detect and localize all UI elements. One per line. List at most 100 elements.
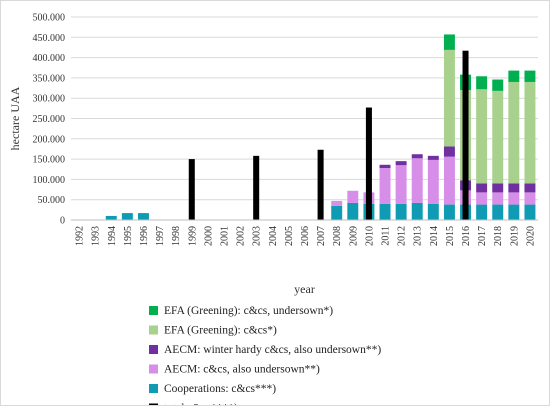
legend-swatch xyxy=(149,345,158,354)
y-tick-label: 350.000 xyxy=(33,73,66,84)
y-tick-label: 300.000 xyxy=(33,94,66,105)
x-tick-label: 1999 xyxy=(187,226,198,246)
x-tick-label: 2016 xyxy=(461,226,472,246)
bar-segment xyxy=(395,161,407,166)
x-tick-label: 2017 xyxy=(477,226,488,246)
total-bar xyxy=(365,107,372,220)
bar-segment xyxy=(379,203,391,220)
legend-label: EFA (Greening): c&cs*) xyxy=(164,325,277,337)
bar-segment xyxy=(331,200,343,206)
bar-segment xyxy=(443,49,455,147)
bar-segment xyxy=(476,192,488,205)
x-tick-label: 2013 xyxy=(413,226,424,246)
bar-segment xyxy=(137,213,149,220)
y-tick-label: 450.000 xyxy=(33,33,66,44)
bar-segment xyxy=(492,79,504,91)
legend-label: AECM: c&cs, also undersown**) xyxy=(164,364,320,376)
bar-segment xyxy=(524,183,536,193)
legend-label: total c&cs****) xyxy=(164,403,238,406)
legend-swatch xyxy=(149,325,158,335)
bar-segment xyxy=(379,164,391,169)
x-tick-label: 1997 xyxy=(155,226,166,246)
bar-segment xyxy=(508,183,520,193)
total-bar xyxy=(317,149,324,220)
legend-label: AECM: winter hardy c&cs, also undersown*… xyxy=(164,344,381,356)
bar-segment xyxy=(476,89,488,184)
legend-swatch xyxy=(149,384,158,393)
y-tick-label: 150.000 xyxy=(33,155,66,166)
bar-segment xyxy=(427,159,439,204)
total-bars xyxy=(188,50,469,221)
bar-segment xyxy=(524,192,536,205)
axes: 0 50.000 100.000 150.000 200.000 250.000 300.0… xyxy=(33,13,538,246)
total-bar xyxy=(462,50,469,221)
x-tick-label: 2019 xyxy=(509,226,520,246)
bar-segment xyxy=(508,81,520,184)
x-axis-title: year xyxy=(294,282,315,296)
bar-segment xyxy=(105,215,117,220)
x-tick-label: 2012 xyxy=(397,226,408,246)
y-tick-label: 50.000 xyxy=(38,195,66,206)
x-tick-label: 2000 xyxy=(203,226,214,246)
y-tick-label: 400.000 xyxy=(33,53,66,64)
bar-segment xyxy=(427,203,439,220)
x-tick-label: 2014 xyxy=(429,226,440,246)
x-tick-label: 2015 xyxy=(445,226,456,246)
x-tick-label: 2011 xyxy=(381,226,392,246)
legend-swatch xyxy=(149,403,158,405)
bar-segment xyxy=(411,202,423,220)
x-tick-label: 1994 xyxy=(107,226,118,246)
bar-segment xyxy=(395,165,407,204)
legend-swatch xyxy=(149,364,158,374)
bar-segment xyxy=(524,70,536,82)
bar-segment xyxy=(121,213,133,220)
legend-label: EFA (Greening): c&cs, undersown*) xyxy=(164,305,333,317)
bar-segment xyxy=(492,90,504,184)
x-tick-label: 2008 xyxy=(332,226,343,246)
legend-swatch xyxy=(149,306,158,315)
bar-segment xyxy=(508,70,520,82)
x-tick-label: 2004 xyxy=(268,226,279,246)
gridlines xyxy=(71,16,538,221)
bar-segment xyxy=(524,81,536,184)
x-tick-label: 1993 xyxy=(91,226,102,246)
bar-segment xyxy=(443,204,455,220)
bar-segment xyxy=(492,204,504,220)
legend-label: Cooperations: c&cs***) xyxy=(164,383,276,395)
x-tick-label: 1996 xyxy=(139,226,150,246)
bar-segment xyxy=(476,204,488,220)
bar-segment xyxy=(524,204,536,220)
x-tick-label: 2018 xyxy=(493,226,504,246)
bar-segment xyxy=(492,192,504,205)
x-tick-label: 2009 xyxy=(348,226,359,246)
bar-segment xyxy=(427,155,439,160)
bar-segment xyxy=(508,192,520,205)
x-tick-label: 1998 xyxy=(171,226,182,246)
bar-segment xyxy=(347,202,359,220)
y-axis-title: hectare UAA xyxy=(8,86,22,150)
x-tick-label: 2001 xyxy=(219,226,230,246)
bar-segment xyxy=(443,156,455,205)
legend: EFA (Greening): c&cs, undersown*) EFA (Gr… xyxy=(149,305,381,405)
y-tick-label: 100.000 xyxy=(33,175,66,186)
x-tick-label: 2003 xyxy=(252,226,263,246)
bar-segment xyxy=(411,154,423,159)
bar-segment xyxy=(379,168,391,204)
bar-segment xyxy=(411,158,423,203)
bar-segment xyxy=(476,76,488,90)
x-tick-label: 2002 xyxy=(236,226,247,246)
y-tick-label: 200.000 xyxy=(33,134,66,145)
y-tick-label: 0 xyxy=(60,216,65,227)
x-tick-label: 1995 xyxy=(123,226,134,246)
x-tick-label: 2010 xyxy=(364,226,375,246)
bar-segment xyxy=(331,205,343,220)
total-bar xyxy=(188,159,195,220)
x-tick-label: 2006 xyxy=(300,226,311,246)
total-bar xyxy=(253,155,260,220)
bar-segment xyxy=(395,203,407,220)
x-tick-label: 1992 xyxy=(75,226,86,246)
x-tick-label: 2020 xyxy=(525,226,536,246)
bar-segment xyxy=(492,183,504,193)
